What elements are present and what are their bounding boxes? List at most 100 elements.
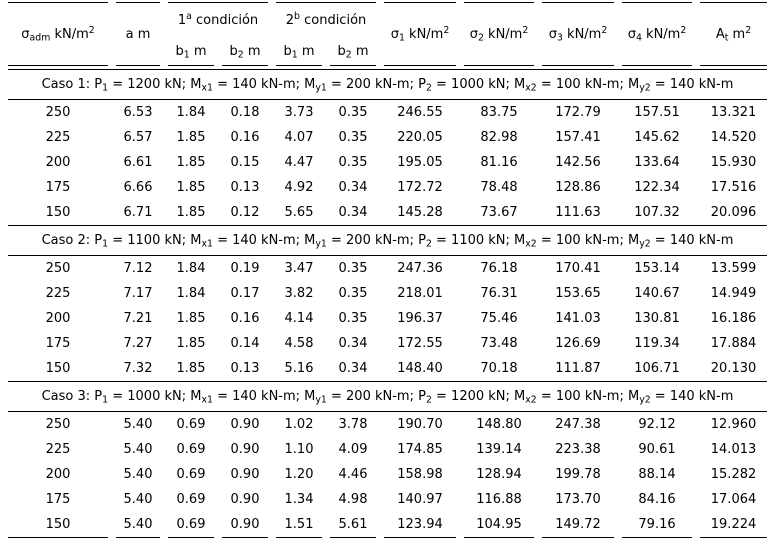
table-cell: 250 <box>45 261 71 276</box>
table-cell: 130.81 <box>634 311 680 326</box>
table-cell: 158.98 <box>397 467 443 482</box>
table-cell: 0.69 <box>168 512 214 538</box>
header-b2-cond2: b2 m <box>330 37 377 66</box>
header-bottom-rule <box>8 66 768 70</box>
table-cell: 1.34 <box>284 492 314 507</box>
table-cell: 0.12 <box>230 205 260 220</box>
table-cell: 17.516 <box>710 180 757 195</box>
header-a: a m <box>116 2 160 66</box>
table-cell: 1.85 <box>176 361 206 376</box>
table-row: 225 6.57 1.85 0.16 4.07 0.35 220.05 82.98 157.41… <box>8 125 767 150</box>
table-row: 250 5.40 0.69 0.90 1.02 3.78 190.70 148.80 247.3… <box>8 412 767 437</box>
table-cell: 148.80 <box>476 417 522 432</box>
table-cell: 148.40 <box>397 361 443 376</box>
table-cell: 200 <box>45 311 71 326</box>
table-cell: 5.61 <box>330 512 377 538</box>
table-cell: 0.35 <box>338 105 368 120</box>
table-cell: 15.282 <box>710 467 757 482</box>
table-cell: 3.82 <box>284 286 314 301</box>
table-cell: 0.69 <box>176 467 206 482</box>
header-sigma-2: σ2 kN/m2 <box>464 2 535 66</box>
case-title-row: Caso 2: P1 = 1100 kN; Mx1 = 140 kN-m; My… <box>8 225 768 256</box>
table-cell: 0.13 <box>230 180 260 195</box>
table-cell: 1.02 <box>284 417 314 432</box>
table-cell: 0.69 <box>176 492 206 507</box>
table-cell: 104.95 <box>464 512 535 538</box>
table-cell: 126.69 <box>555 336 601 351</box>
table-row: 175 5.40 0.69 0.90 1.34 4.98 140.97 116.88 173.7… <box>8 487 767 512</box>
table-row: 150 6.71 1.85 0.12 5.65 0.34 145.28 73.67 111.63… <box>8 200 767 225</box>
table-cell: 0.90 <box>230 492 260 507</box>
table-cell: 175 <box>45 336 71 351</box>
table-cell: 3.73 <box>284 105 314 120</box>
table-cell: 1.85 <box>176 155 206 170</box>
table-cell: 0.35 <box>338 311 368 326</box>
table-cell: 5.40 <box>123 467 153 482</box>
table-cell: 175 <box>45 180 71 195</box>
table-cell: 0.13 <box>230 361 260 376</box>
table-cell: 7.12 <box>123 261 153 276</box>
table-cell: 82.98 <box>480 130 518 145</box>
table-cell: 1.10 <box>284 442 314 457</box>
table-cell: 5.65 <box>284 205 314 220</box>
table-cell: 0.35 <box>338 155 368 170</box>
table-cell: 4.47 <box>284 155 314 170</box>
table-cell: 84.16 <box>638 492 676 507</box>
table-row: 200 6.61 1.85 0.15 4.47 0.35 195.05 81.16 142.56… <box>8 150 767 175</box>
table-cell: 0.90 <box>230 467 260 482</box>
table-cell: 107.32 <box>634 205 680 220</box>
table-cell: 88.14 <box>638 467 676 482</box>
table-cell: 81.16 <box>480 155 518 170</box>
table-cell: 0.16 <box>230 311 260 326</box>
table-cell: 220.05 <box>397 130 443 145</box>
table-row: 175 7.27 1.85 0.14 4.58 0.34 172.55 73.48 126.69… <box>8 331 767 356</box>
table-cell: 150 <box>45 361 71 376</box>
table-cell: 83.75 <box>480 105 518 120</box>
table-header: σadm kN/m2 a m 1a condición 2b condición… <box>8 2 768 70</box>
table-cell: 133.64 <box>634 155 680 170</box>
table-cell: 0.90 <box>230 417 260 432</box>
header-group-condicion-2: 2b condición <box>276 2 377 37</box>
table-row: 150 7.32 1.85 0.13 5.16 0.34 148.40 70.18 111.87… <box>8 356 767 381</box>
table-cell: 174.85 <box>397 442 443 457</box>
table-body: Caso 1: P1 = 1200 kN; Mx1 = 140 kN-m; My… <box>8 70 768 538</box>
table-cell: 246.55 <box>397 105 443 120</box>
table-cell: 0.69 <box>176 417 206 432</box>
case-title-row: Caso 1: P1 = 1200 kN; Mx1 = 140 kN-m; My… <box>8 70 768 100</box>
table-row: 225 7.17 1.84 0.17 3.82 0.35 218.01 76.31 153.65… <box>8 281 767 306</box>
header-group-condicion-1: 1a condición <box>168 2 268 37</box>
table-cell: 153.14 <box>634 261 680 276</box>
table-cell: 7.17 <box>123 286 153 301</box>
table-cell: 157.41 <box>555 130 601 145</box>
table-cell: 172.72 <box>397 180 443 195</box>
table-cell: 225 <box>45 442 71 457</box>
header-At: At m2 <box>700 2 768 66</box>
table-cell: 0.34 <box>338 205 368 220</box>
table-cell: 0.34 <box>338 361 368 376</box>
table-cell: 75.46 <box>480 311 518 326</box>
header-b1-cond2: b1 m <box>276 37 322 66</box>
table-cell: 116.88 <box>476 492 522 507</box>
table-cell: 0.35 <box>338 130 368 145</box>
table-cell: 3.47 <box>284 261 314 276</box>
table-cell: 0.90 <box>230 442 260 457</box>
table-cell: 1.85 <box>176 130 206 145</box>
table-cell: 73.67 <box>480 205 518 220</box>
table-cell: 4.98 <box>338 492 368 507</box>
table-cell: 200 <box>45 467 71 482</box>
table-cell: 20.096 <box>710 205 757 220</box>
table-cell: 128.94 <box>476 467 522 482</box>
table-cell: 0.16 <box>230 130 260 145</box>
table-cell: 6.61 <box>123 155 153 170</box>
table-cell: 13.321 <box>710 105 757 120</box>
table-cell: 14.949 <box>710 286 757 301</box>
table-cell: 6.66 <box>123 180 153 195</box>
table-cell: 1.84 <box>176 261 206 276</box>
table-row: 250 6.53 1.84 0.18 3.73 0.35 246.55 83.75 172.79… <box>8 100 767 125</box>
header-sigma-3: σ3 kN/m2 <box>542 2 615 66</box>
table-row: 200 7.21 1.85 0.16 4.14 0.35 196.37 75.46 141.03… <box>8 306 767 331</box>
table-cell: 19.224 <box>700 512 768 538</box>
table-cell: 106.71 <box>634 361 680 376</box>
table-cell: 6.57 <box>123 130 153 145</box>
